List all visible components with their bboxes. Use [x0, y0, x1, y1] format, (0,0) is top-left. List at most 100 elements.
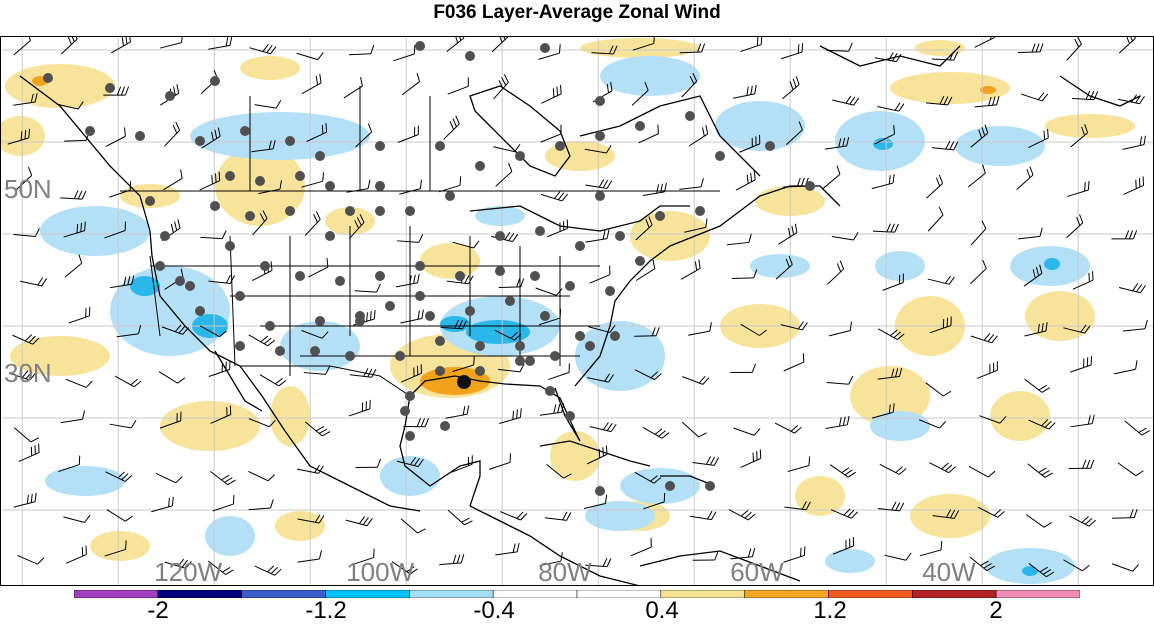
station-dot — [595, 96, 605, 106]
station-dot — [495, 231, 505, 241]
station-dot — [185, 281, 195, 291]
station-dot — [385, 301, 395, 311]
station-dot — [165, 91, 175, 101]
station-dot — [405, 431, 415, 441]
station-dot — [245, 211, 255, 221]
station-dot — [415, 41, 425, 51]
station-dot — [395, 351, 405, 361]
station-dot — [635, 121, 645, 131]
map-title: F036 Layer-Average Zonal Wind — [0, 2, 1154, 24]
station-dot — [265, 321, 275, 331]
station-dot — [435, 336, 445, 346]
wind-map: 50N 30N 120W 100W 80W 60W 40W — [0, 36, 1154, 586]
station-dot — [550, 351, 560, 361]
station-dot — [555, 141, 565, 151]
station-dot — [285, 136, 295, 146]
station-dot — [335, 276, 345, 286]
station-dot — [135, 131, 145, 141]
station-dot — [505, 296, 515, 306]
station-dot — [405, 391, 415, 401]
station-dot — [295, 171, 305, 181]
station-dot — [465, 51, 475, 61]
station-dot — [375, 206, 385, 216]
station-dot — [210, 201, 220, 211]
lat-label: 30N — [4, 358, 52, 388]
station-dot — [515, 151, 525, 161]
colorbar-label: -0.4 — [473, 597, 514, 625]
station-dot — [475, 161, 485, 171]
station-dot — [175, 276, 185, 286]
lat-label: 50N — [4, 174, 52, 204]
station-dot — [415, 291, 425, 301]
station-dot — [765, 141, 775, 151]
station-dot — [495, 266, 505, 276]
station-dot — [375, 181, 385, 191]
station-dot — [355, 311, 365, 321]
station-dot — [575, 331, 585, 341]
lon-label: 60W — [730, 557, 784, 586]
colorbar — [74, 590, 1080, 598]
station-dot — [295, 271, 305, 281]
colorbar-segment — [74, 590, 158, 598]
station-dot — [435, 366, 445, 376]
colorbar-segment — [158, 590, 242, 598]
station-dot — [345, 351, 355, 361]
station-dot — [715, 151, 725, 161]
station-dot — [595, 131, 605, 141]
colorbar-segment — [996, 590, 1080, 598]
station-dot — [43, 73, 53, 83]
station-dot — [575, 241, 585, 251]
station-dot — [85, 126, 95, 136]
station-dot — [540, 311, 550, 321]
station-dot — [155, 261, 165, 271]
station-dot — [545, 386, 555, 396]
station-dot — [455, 271, 465, 281]
station-dot — [415, 261, 425, 271]
station-dot — [210, 76, 220, 86]
station-dot — [565, 281, 575, 291]
station-dot — [665, 481, 675, 491]
station-dot — [375, 271, 385, 281]
station-dot — [615, 231, 625, 241]
station-dot — [105, 83, 115, 93]
lon-label: 120W — [154, 557, 222, 586]
lon-label: 100W — [346, 557, 414, 586]
colorbar-segment — [912, 590, 996, 598]
station-dot — [310, 346, 320, 356]
station-dot — [655, 211, 665, 221]
station-dot — [540, 43, 550, 53]
station-dot — [225, 171, 235, 181]
station-dot — [240, 126, 250, 136]
lon-label: 40W — [922, 557, 976, 586]
station-dot — [805, 181, 815, 191]
station-dot — [375, 141, 385, 151]
station-dot — [475, 366, 485, 376]
station-dot — [605, 286, 615, 296]
station-dot — [595, 486, 605, 496]
station-dot — [195, 306, 205, 316]
station-dot — [515, 341, 525, 351]
station-dot — [315, 151, 325, 161]
station-dot — [445, 191, 455, 201]
station-dot — [235, 341, 245, 351]
station-dot — [195, 136, 205, 146]
station-dot — [610, 331, 620, 341]
station-dot — [425, 311, 435, 321]
station-dot — [325, 231, 335, 241]
station-dot — [475, 341, 485, 351]
station-dot — [585, 341, 595, 351]
station-dot — [255, 176, 265, 186]
station-dot — [525, 356, 535, 366]
station-dot — [145, 196, 155, 206]
station-dot — [325, 181, 335, 191]
station-dot — [285, 206, 295, 216]
station-dot — [160, 231, 170, 241]
station-dot — [565, 411, 575, 421]
station-dot — [260, 261, 270, 271]
colorbar-label: 0.4 — [645, 597, 678, 625]
station-dot — [400, 406, 410, 416]
station-dot — [225, 241, 235, 251]
station-dot — [695, 206, 705, 216]
station-dot — [535, 226, 545, 236]
lon-label: 80W — [538, 557, 592, 586]
